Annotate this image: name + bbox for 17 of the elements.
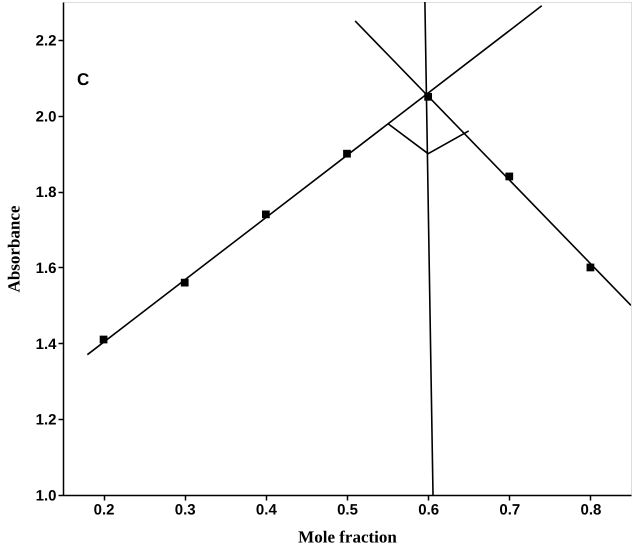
y-tick-label: 1.8 <box>36 184 56 202</box>
y-tick-label: 1.2 <box>36 412 56 429</box>
y-tick-label: 1.0 <box>36 488 56 504</box>
y-tick-label: 2.0 <box>36 108 56 126</box>
x-tick-label: 0.8 <box>580 502 602 518</box>
y-axis-title: Absorbance <box>4 205 24 292</box>
x-tick-label: 0.4 <box>256 502 278 518</box>
x-tick-label: 0.7 <box>499 502 520 518</box>
x-axis-title: Mole fraction <box>298 528 398 546</box>
y-tick-label: 2.2 <box>36 32 56 50</box>
x-tick-label: 0.2 <box>94 502 114 518</box>
x-tick-label: 0.5 <box>337 502 358 518</box>
y-tick-label: 1.4 <box>36 336 58 353</box>
x-tick-label: 0.6 <box>418 502 440 518</box>
annotation: C <box>77 70 90 89</box>
x-tick-label: 0.3 <box>174 502 196 518</box>
y-tick-label: 1.6 <box>36 260 56 277</box>
